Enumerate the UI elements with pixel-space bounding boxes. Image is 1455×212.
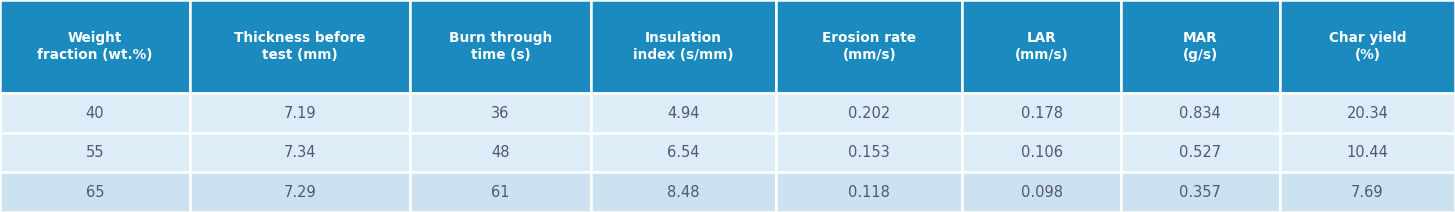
Text: 20.34: 20.34 [1346,106,1388,121]
Text: 0.106: 0.106 [1020,145,1062,160]
Bar [191,172,410,212]
Text: LAR
(mm/s): LAR (mm/s) [1014,31,1068,62]
Text: 0.098: 0.098 [1020,185,1062,200]
Bar [1120,133,1280,172]
Text: 0.357: 0.357 [1180,185,1221,200]
Text: Char yield
(%): Char yield (%) [1328,31,1406,62]
Text: 10.44: 10.44 [1346,145,1388,160]
Bar [777,93,962,133]
Text: 7.29: 7.29 [284,185,316,200]
Text: 7.69: 7.69 [1352,185,1384,200]
Bar [191,0,410,93]
Bar [591,93,777,133]
Bar [962,133,1120,172]
Text: 40: 40 [86,106,105,121]
Bar [777,133,962,172]
Bar [591,172,777,212]
Text: Weight
fraction (wt.%): Weight fraction (wt.%) [38,31,153,62]
Bar [1280,133,1455,172]
Text: 36: 36 [492,106,509,121]
Bar [1120,0,1280,93]
Text: 0.153: 0.153 [848,145,890,160]
Bar [191,93,410,133]
Text: 61: 61 [492,185,509,200]
Text: 55: 55 [86,145,105,160]
Bar [1120,93,1280,133]
Bar [410,93,591,133]
Bar [0,133,191,172]
Bar [1280,93,1455,133]
Text: 7.19: 7.19 [284,106,316,121]
Bar [777,0,962,93]
Text: 6.54: 6.54 [668,145,700,160]
Text: 0.202: 0.202 [848,106,890,121]
Bar [591,0,777,93]
Text: Insulation
index (s/mm): Insulation index (s/mm) [633,31,733,62]
Bar [777,172,962,212]
Text: MAR
(g/s): MAR (g/s) [1183,31,1218,62]
Text: 0.834: 0.834 [1180,106,1221,121]
Text: 0.178: 0.178 [1020,106,1062,121]
Text: Thickness before
test (mm): Thickness before test (mm) [234,31,365,62]
Text: Burn through
time (s): Burn through time (s) [448,31,551,62]
Bar [191,133,410,172]
Text: Erosion rate
(mm/s): Erosion rate (mm/s) [822,31,917,62]
Text: 8.48: 8.48 [668,185,700,200]
Bar [0,0,191,93]
Bar [962,172,1120,212]
Bar [962,93,1120,133]
Bar [0,172,191,212]
Bar [410,0,591,93]
Text: 48: 48 [492,145,509,160]
Text: 4.94: 4.94 [668,106,700,121]
Bar [591,133,777,172]
Bar [1120,172,1280,212]
Text: 65: 65 [86,185,105,200]
Bar [0,93,191,133]
Text: 7.34: 7.34 [284,145,316,160]
Bar [410,133,591,172]
Text: 0.527: 0.527 [1180,145,1221,160]
Bar [410,172,591,212]
Bar [1280,172,1455,212]
Bar [962,0,1120,93]
Bar [1280,0,1455,93]
Text: 0.118: 0.118 [848,185,890,200]
